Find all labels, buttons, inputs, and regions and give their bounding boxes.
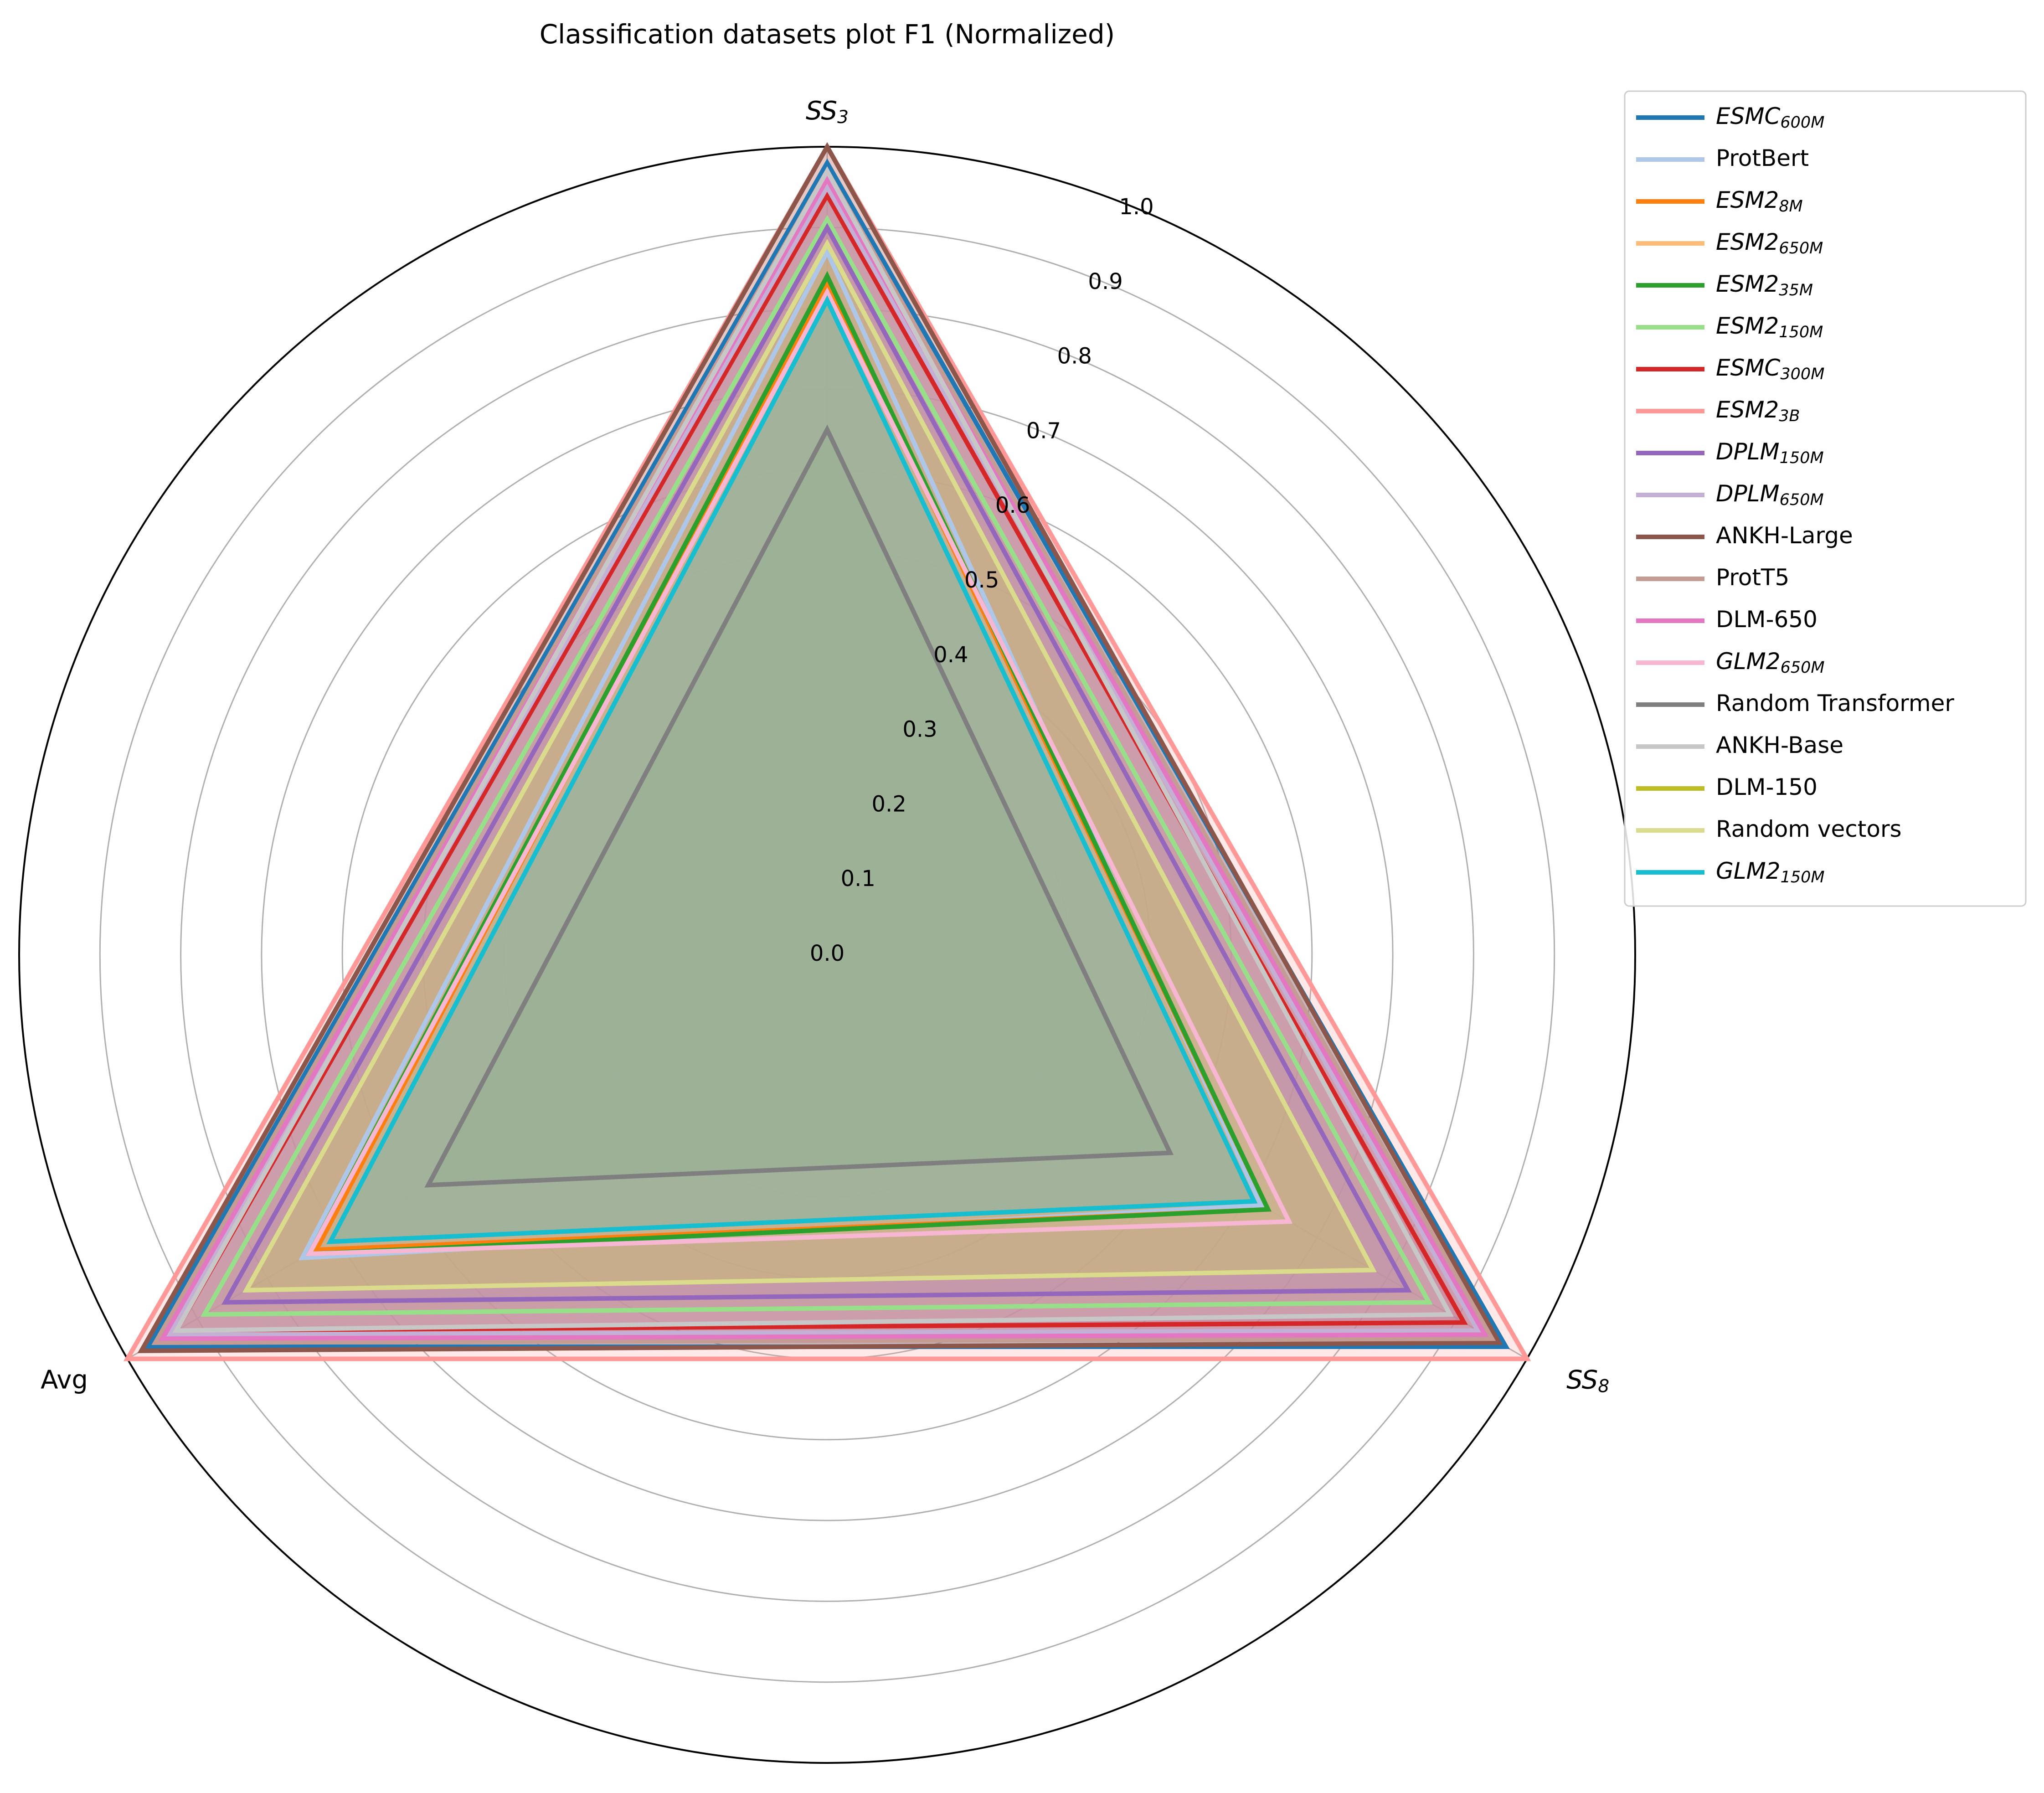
series-area: [169, 187, 1478, 1335]
series-area: [176, 171, 1450, 1331]
legend-entry-label: DLM-650: [1716, 606, 1817, 633]
legend-entry-label: Random Transformer: [1716, 690, 1954, 716]
legend-entry-label: ESM23B: [1716, 397, 1800, 426]
radial-tick-label: 0.0: [810, 941, 844, 966]
legend: ESMC600M ProtBert ESM28M ESM2650M ESM235M ESM…: [1624, 90, 2027, 907]
legend-entry-label: ProtT5: [1716, 564, 1789, 591]
legend-entry-label: GLM2650M: [1716, 648, 1825, 677]
series-area: [204, 219, 1429, 1314]
legend-entry-label: ESM235M: [1716, 271, 1813, 300]
series-layer: [123, 142, 1531, 1361]
legend-entry-label: ProtBert: [1716, 145, 1809, 171]
radial-tick-label: 0.1: [841, 866, 875, 891]
series-line: [151, 166, 1496, 1345]
radial-tick-label: 0.9: [1088, 269, 1122, 294]
axis-label: SS8: [1566, 1365, 1609, 1396]
radial-tick-label: 0.4: [933, 642, 968, 668]
series-line: [326, 295, 1258, 1244]
series-area: [162, 179, 1485, 1339]
legend-entry-label: ANKH-Large: [1716, 522, 1853, 549]
series-area: [246, 243, 1373, 1290]
series-line: [305, 287, 1293, 1257]
legend-entry-label: ESMC600M: [1716, 103, 1824, 132]
series-area: [176, 195, 1464, 1331]
series-area: [309, 276, 1268, 1254]
series-area: [246, 243, 1373, 1290]
series-area: [162, 179, 1492, 1339]
series-line: [123, 142, 1531, 1361]
axis-labels: SS3 SS8 Avg: [41, 96, 1609, 1396]
series-area: [127, 147, 1527, 1359]
series-line: [221, 222, 1412, 1305]
radial-tick-label: 0.3: [902, 717, 937, 742]
legend-entry-label: ESMC300M: [1716, 355, 1824, 384]
series-line: [200, 215, 1433, 1317]
series-line: [172, 166, 1454, 1333]
series-area: [141, 147, 1499, 1351]
series-area: [309, 292, 1289, 1254]
series-area: [428, 429, 1170, 1185]
legend-entry-label: ANKH-Base: [1716, 732, 1843, 758]
series-area: [148, 163, 1506, 1347]
radial-tick-label: 0.7: [1026, 418, 1061, 443]
series-area: [302, 252, 1261, 1258]
radial-tick-label: 1.0: [1119, 194, 1153, 220]
radial-tick-labels: 0.0 0.1 0.2 0.3 0.4 0.5 0.6 0.7 0.8 0.9 1.0: [810, 194, 1154, 966]
series-line: [305, 271, 1272, 1257]
radial-tick-label: 0.6: [995, 493, 1030, 518]
radial-tick-label: 0.8: [1057, 344, 1092, 369]
legend-entry-label: ESM2150M: [1716, 313, 1823, 342]
axis-label: SS3: [806, 96, 849, 127]
chart-title: Classification datasets plot F1 (Normali…: [540, 19, 1115, 50]
series-area: [330, 300, 1254, 1242]
legend-entry-label: DPLM650M: [1716, 480, 1824, 510]
legend-entry-label: GLM2150M: [1716, 858, 1825, 887]
radial-tick-label: 0.5: [964, 567, 999, 593]
legend-entry-label: ESM28M: [1716, 187, 1803, 216]
series-line: [242, 239, 1377, 1293]
legend-entry-label: Random vectors: [1716, 816, 1902, 842]
series-line: [137, 142, 1503, 1353]
legend-entry-label: ESM2650M: [1716, 229, 1823, 258]
series-area: [155, 171, 1492, 1343]
legend-entry-label: DPLM150M: [1716, 438, 1824, 468]
legend-entry-label: DLM-150: [1716, 774, 1817, 800]
legend-frame: [1624, 90, 2027, 907]
axis-label: Avg: [41, 1365, 88, 1395]
series-area: [316, 284, 1268, 1250]
series-line: [424, 424, 1174, 1188]
radial-tick-label: 0.2: [872, 791, 906, 817]
